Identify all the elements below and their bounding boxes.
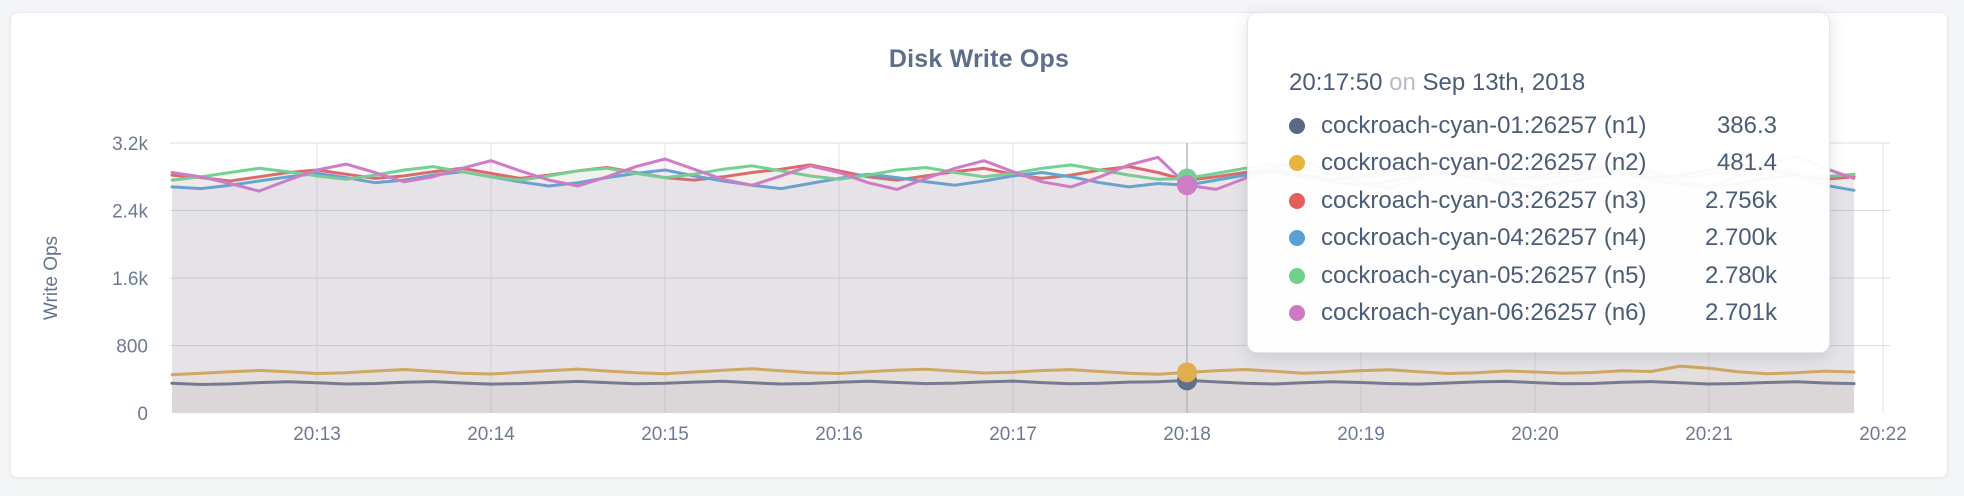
y-tick-label: 2.4k: [112, 202, 148, 223]
tooltip-date: Sep 13th, 2018: [1422, 69, 1586, 96]
hover-dot-n2: [1177, 362, 1197, 383]
x-tick-label: 20:21: [1685, 424, 1733, 445]
hover-dot-n6: [1177, 175, 1197, 196]
series-color-dot-icon: [1289, 230, 1305, 247]
x-tick-label: 20:20: [1511, 424, 1559, 445]
y-tick-label: 1.6k: [112, 269, 148, 290]
x-tick-label: 20:18: [1163, 424, 1211, 445]
tooltip-row-n2: cockroach-cyan-02:26257 (n2) 481.4: [1289, 145, 1777, 183]
y-tick-label: 0: [137, 404, 148, 425]
series-line-n2: [170, 364, 1856, 377]
series-color-dot-icon: [1289, 155, 1305, 172]
tooltip-series-label: cockroach-cyan-03:26257 (n3): [1321, 186, 1647, 214]
tooltip-row-n5: cockroach-cyan-05:26257 (n5) 2.780k: [1289, 257, 1777, 295]
tooltip-series-label: cockroach-cyan-02:26257 (n2): [1321, 149, 1647, 177]
tooltip-series-label: cockroach-cyan-04:26257 (n4): [1321, 224, 1647, 252]
series-color-dot-icon: [1289, 192, 1305, 209]
series-area-n2: [172, 366, 1854, 413]
series-color-dot-icon: [1289, 305, 1305, 322]
x-tick-label: 20:22: [1859, 424, 1907, 445]
series-color-dot-icon: [1289, 117, 1305, 134]
tooltip-series-label: cockroach-cyan-06:26257 (n6): [1321, 299, 1647, 327]
x-tick-label: 20:13: [293, 424, 341, 445]
tooltip-row-n6: cockroach-cyan-06:26257 (n6) 2.701k: [1289, 295, 1777, 333]
x-tick-label: 20:17: [989, 424, 1037, 445]
tooltip-connector: on: [1389, 69, 1416, 96]
series-line-n1: [170, 378, 1856, 386]
series-area-n1: [172, 380, 1854, 413]
tooltip-series-value: 2.756k: [1704, 186, 1777, 214]
y-tick-label: 800: [116, 337, 148, 358]
x-tick-label: 20:16: [815, 424, 863, 445]
chart-title: Disk Write Ops: [888, 45, 1070, 73]
tooltip-time: 20:17:50: [1289, 69, 1383, 96]
tooltip-rows: cockroach-cyan-01:26257 (n1) 386.3 cockroa…: [1289, 107, 1777, 332]
series-color-dot-icon: [1289, 267, 1305, 284]
x-tick-label: 20:15: [641, 424, 689, 445]
tooltip-row-n1: cockroach-cyan-01:26257 (n1) 386.3: [1289, 107, 1777, 145]
y-axis-title: Write Ops: [41, 236, 62, 320]
tooltip-row-n4: cockroach-cyan-04:26257 (n4) 2.700k: [1289, 220, 1777, 258]
tooltip-series-value: 2.700k: [1704, 224, 1777, 252]
tooltip-series-value: 481.4: [1716, 149, 1777, 177]
tooltip-series-value: 2.701k: [1704, 299, 1777, 327]
tooltip-series-value: 386.3: [1716, 111, 1777, 139]
tooltip-series-value: 2.780k: [1704, 261, 1777, 289]
tooltip-header: 20:17:50 on Sep 13th, 2018: [1289, 69, 1585, 97]
y-tick-label: 3.2k: [112, 134, 148, 155]
x-tick-label: 20:19: [1337, 424, 1385, 445]
tooltip-series-label: cockroach-cyan-05:26257 (n5): [1321, 261, 1647, 289]
tooltip-series-label: cockroach-cyan-01:26257 (n1): [1321, 111, 1647, 139]
x-tick-label: 20:14: [467, 424, 515, 445]
chart-tooltip: 20:17:50 on Sep 13th, 2018 cockroach-cya…: [1247, 12, 1830, 353]
tooltip-row-n3: cockroach-cyan-03:26257 (n3) 2.756k: [1289, 182, 1777, 220]
